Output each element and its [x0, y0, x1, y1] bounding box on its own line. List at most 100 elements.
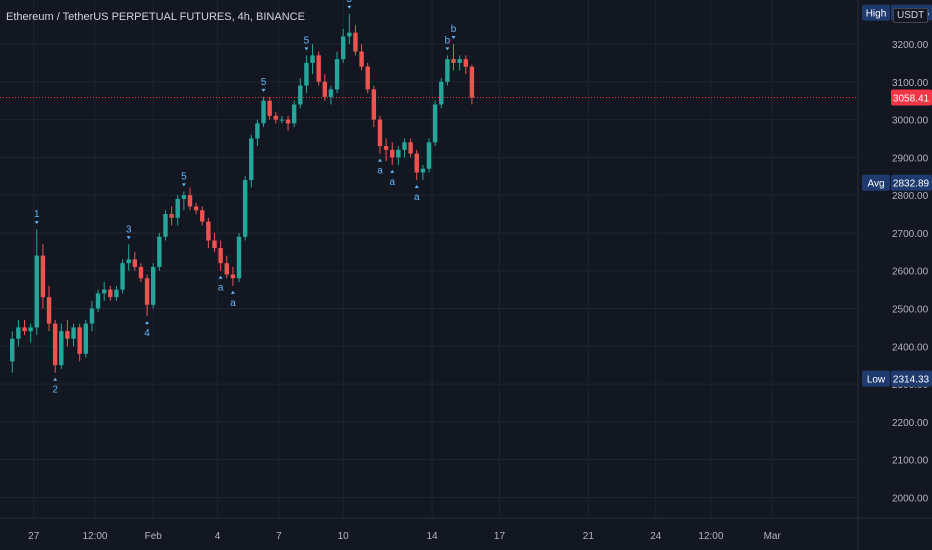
- candle-body: [445, 59, 450, 82]
- y-tick-label: 3000.00: [892, 116, 929, 127]
- x-tick-label: 21: [583, 531, 595, 542]
- x-tick-label: 24: [650, 531, 662, 542]
- candles: [10, 13, 475, 373]
- candle-body: [22, 327, 27, 332]
- x-tick-label: Mar: [764, 531, 782, 542]
- candle-body: [291, 104, 297, 124]
- candle-body: [218, 248, 223, 264]
- candle-body: [273, 115, 278, 120]
- candle-body: [359, 51, 364, 67]
- candle-body: [230, 274, 236, 279]
- candle-body: [432, 104, 438, 143]
- candle-body: [163, 214, 168, 237]
- wave-marker: [451, 36, 456, 40]
- candle-body: [377, 119, 383, 147]
- candle-body: [77, 327, 82, 354]
- candle-body: [95, 293, 101, 309]
- currency-unit-badge[interactable]: USDT: [893, 8, 929, 23]
- wave-label: a: [414, 192, 420, 203]
- wave-label: 2: [52, 385, 58, 396]
- candle-body: [340, 36, 346, 60]
- candle-body: [439, 81, 444, 105]
- candle-body: [10, 338, 15, 362]
- wave-label: a: [230, 298, 236, 309]
- wave-label: b: [451, 24, 457, 35]
- candle-body: [151, 266, 156, 305]
- wave-marker: [34, 221, 39, 225]
- x-tick-label: 14: [427, 531, 439, 542]
- wave-marker: [261, 88, 266, 92]
- candle-body: [322, 81, 328, 97]
- y-tick-label: 2100.00: [892, 456, 929, 467]
- y-tick-label: 2500.00: [892, 305, 929, 316]
- candle-body: [463, 59, 468, 67]
- wave-label: 1: [34, 209, 40, 220]
- price-label-low-name: Low: [867, 375, 886, 386]
- wave-label: 5: [304, 35, 310, 46]
- y-tick-label: 2900.00: [892, 153, 929, 164]
- candle-body: [408, 142, 413, 154]
- wave-label: a: [218, 283, 224, 294]
- wave-label: 5: [261, 77, 267, 88]
- candle-body: [304, 62, 309, 86]
- candle-body: [138, 266, 144, 279]
- candle-body: [390, 149, 395, 158]
- candle-body: [193, 206, 199, 211]
- y-tick-label: 2600.00: [892, 267, 929, 278]
- wave-label: 4: [144, 328, 150, 339]
- candle-body: [402, 142, 407, 150]
- candle-body: [175, 198, 180, 218]
- candle-body: [120, 263, 125, 290]
- x-tick-label: 4: [215, 531, 221, 542]
- x-tick-label: Feb: [145, 531, 163, 542]
- candle-body: [157, 236, 162, 267]
- wave-marker: [377, 158, 382, 162]
- wave-marker: [53, 377, 58, 381]
- y-tick-label: 3100.00: [892, 78, 929, 89]
- candle-body: [200, 210, 205, 222]
- price-label-high-tag: [862, 4, 890, 21]
- candle-body: [224, 263, 229, 275]
- candle-body: [187, 195, 193, 207]
- price-label-avg-value: 2832.89: [893, 179, 930, 190]
- candle-body: [34, 255, 39, 328]
- candle-body: [65, 331, 70, 339]
- last-price-value: 3058.41: [893, 94, 930, 105]
- price-label-avg-value-bg: [891, 174, 932, 191]
- candle-body: [414, 153, 419, 173]
- candle-body: [457, 59, 462, 63]
- price-label-avg-name: Avg: [867, 179, 884, 190]
- candle-body: [132, 259, 138, 267]
- candle-body: [396, 149, 401, 158]
- x-tick-label: 12:00: [698, 531, 723, 542]
- x-tick-label: 7: [276, 531, 282, 542]
- y-tick-label: 3200.00: [892, 40, 929, 51]
- candle-body: [40, 255, 46, 298]
- wave-label: b: [445, 35, 451, 46]
- candle-body: [206, 221, 211, 241]
- candle-body: [371, 89, 377, 120]
- candle-body: [261, 100, 266, 124]
- candle-body: [298, 85, 303, 105]
- wave-marker: [145, 321, 150, 325]
- wave-marker: [390, 169, 395, 173]
- candle-body: [144, 278, 150, 305]
- candle-body: [28, 327, 33, 332]
- x-tick-label: 27: [28, 531, 40, 542]
- candle-body: [236, 236, 242, 279]
- candle-body: [420, 168, 426, 173]
- y-tick-label: 2200.00: [892, 418, 929, 429]
- candle-body: [101, 289, 107, 294]
- y-tick-label: 2000.00: [892, 493, 929, 504]
- wave-label: a: [377, 166, 383, 177]
- price-label-high-name: High: [866, 9, 887, 20]
- candle-body: [347, 32, 352, 37]
- wave-label: 3: [126, 224, 132, 235]
- candle-body: [71, 327, 76, 339]
- candle-body: [169, 214, 174, 218]
- price-label-low-tag: [862, 370, 890, 387]
- y-tick-label: 2400.00: [892, 342, 929, 353]
- wave-marker: [304, 47, 309, 51]
- candle-body: [469, 66, 475, 98]
